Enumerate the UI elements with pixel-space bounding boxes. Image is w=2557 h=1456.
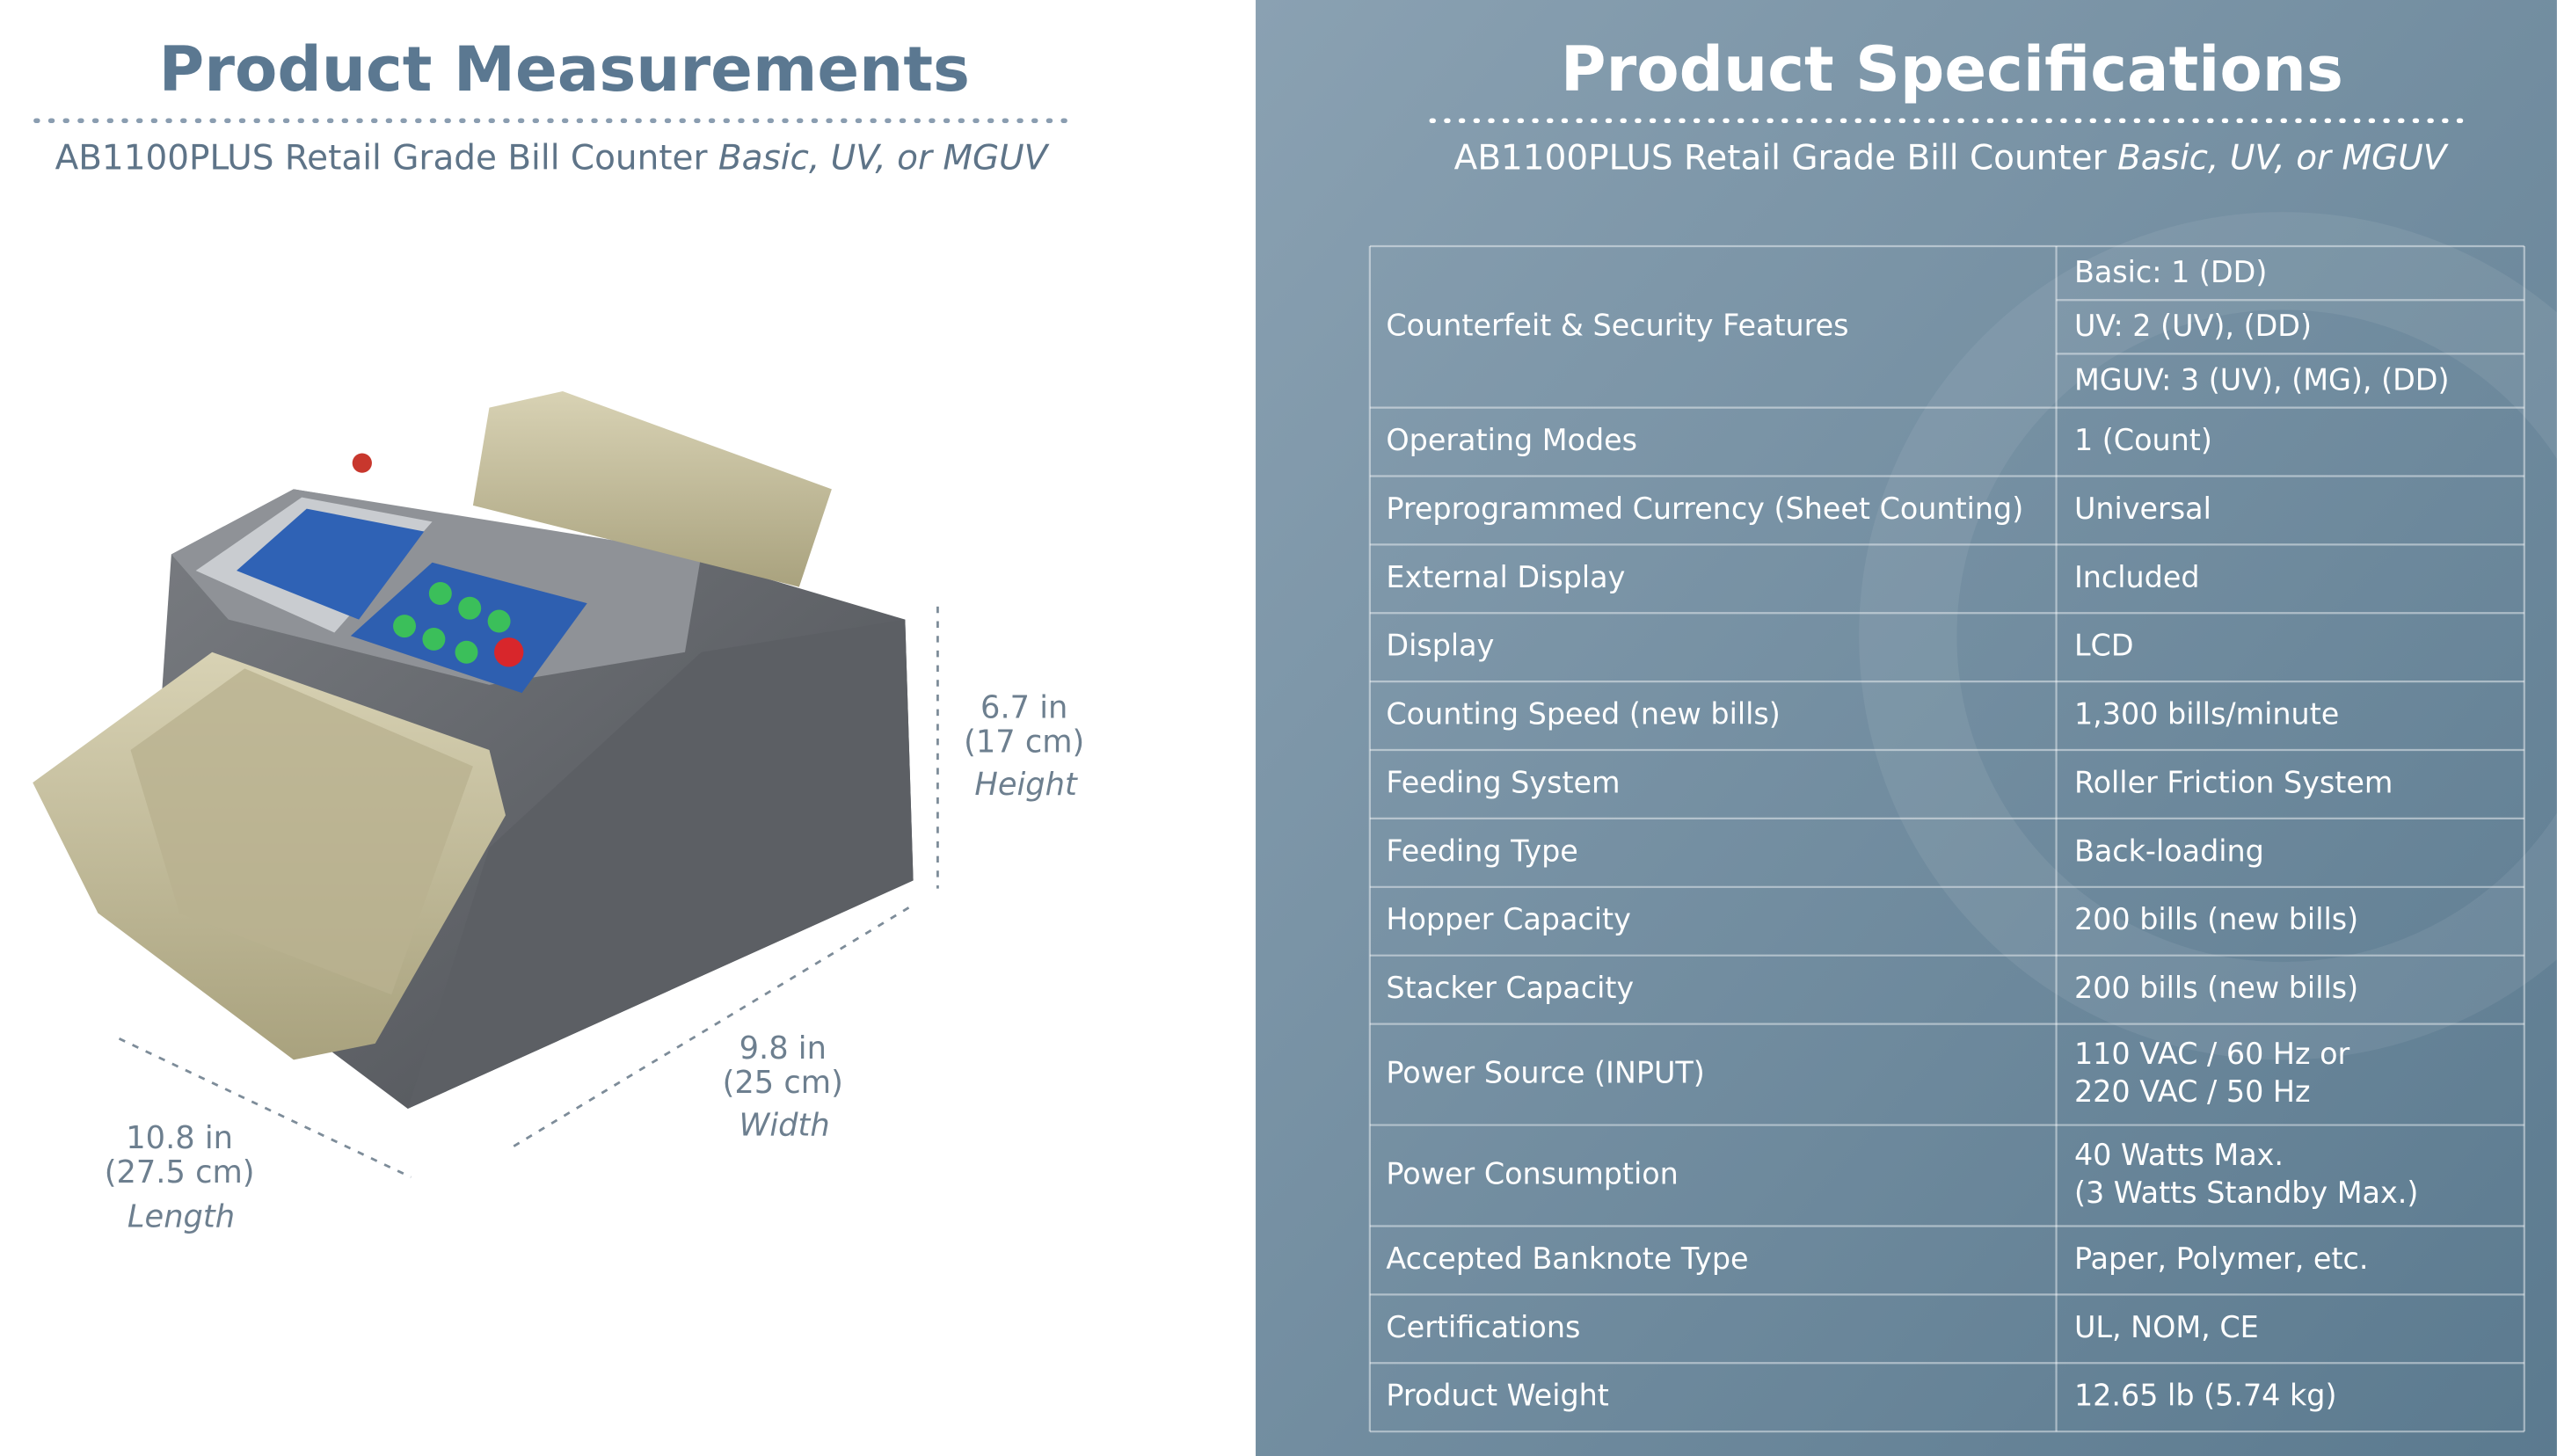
subtitle: AB1100PLUS Retail Grade Bill Counter Bas… xyxy=(55,138,1050,178)
spec-table: Counterfeit & Security Features Basic: 1 … xyxy=(1368,244,2525,1433)
row-value: 1 (Count) xyxy=(2074,423,2212,457)
length-inches: 10.8 in xyxy=(126,1120,233,1156)
title: Product Specifications xyxy=(1561,33,2343,106)
subtitle: AB1100PLUS Retail Grade Bill Counter Bas… xyxy=(1454,138,2449,178)
row-label: Feeding System xyxy=(1386,765,1620,799)
row-value: UL, NOM, CE xyxy=(2074,1310,2259,1344)
width-line xyxy=(513,904,914,1147)
row-value: 40 Watts Max. xyxy=(2074,1138,2284,1172)
row-label: Accepted Banknote Type xyxy=(1386,1241,1748,1276)
subtitle-italic: Basic, UV, or MGUV xyxy=(718,138,1050,178)
subtitle-text: AB1100PLUS Retail Grade Bill Counter xyxy=(55,138,709,178)
watermark xyxy=(1859,212,2557,1060)
row-value: Paper, Polymer, etc. xyxy=(2074,1241,2369,1276)
right-panel xyxy=(1256,0,2557,1456)
row-label: Preprogrammed Currency (Sheet Counting) xyxy=(1386,491,2023,526)
width-label: Width xyxy=(739,1107,830,1143)
row-label: Display xyxy=(1386,629,1494,663)
height-cm: (17 cm) xyxy=(964,724,1084,761)
row-value: 200 bills (new bills) xyxy=(2074,971,2358,1005)
row-value: Included xyxy=(2074,560,2200,594)
title: Product Measurements xyxy=(159,33,970,106)
row-value: 220 VAC / 50 Hz xyxy=(2074,1074,2311,1109)
row-value: UV: 2 (UV), (DD) xyxy=(2074,309,2312,343)
height-inches: 6.7 in xyxy=(980,690,1067,726)
row-value: 12.65 lb (5.74 kg) xyxy=(2074,1379,2337,1413)
row-label: Power Consumption xyxy=(1386,1157,1678,1191)
row-value: MGUV: 3 (UV), (MG), (DD) xyxy=(2074,362,2450,397)
row-label: Certifications xyxy=(1386,1310,1580,1344)
row-value: LCD xyxy=(2074,629,2134,663)
row-label: External Display xyxy=(1386,560,1625,594)
row-label: Product Weight xyxy=(1386,1379,1609,1413)
length-label: Length xyxy=(127,1198,235,1234)
dimension-labels: 6.7 in (17 cm) Height 9.8 in (25 cm) Wid… xyxy=(105,690,1085,1235)
row-label: Operating Modes xyxy=(1386,423,1637,457)
width-inches: 9.8 in xyxy=(739,1030,827,1067)
subtitle-italic: Basic, UV, or MGUV xyxy=(2117,138,2449,178)
length-cm: (27.5 cm) xyxy=(105,1154,255,1190)
width-cm: (25 cm) xyxy=(723,1065,843,1101)
row-value: 200 bills (new bills) xyxy=(2074,902,2358,936)
row-label: Stacker Capacity xyxy=(1386,971,1634,1005)
height-label: Height xyxy=(974,767,1078,803)
row-label: Counterfeit & Security Features xyxy=(1386,308,1848,342)
row-label: Counting Speed (new bills) xyxy=(1386,697,1780,732)
row-label: Power Source (INPUT) xyxy=(1386,1056,1704,1090)
row-value: (3 Watts Standby Max.) xyxy=(2074,1176,2418,1210)
row-value: 1,300 bills/minute xyxy=(2074,697,2339,732)
row-value: 110 VAC / 60 Hz or xyxy=(2074,1037,2350,1071)
product-image xyxy=(33,391,914,1110)
subtitle-text: AB1100PLUS Retail Grade Bill Counter xyxy=(1454,138,2108,178)
row-value: Universal xyxy=(2074,491,2211,526)
row-label: Hopper Capacity xyxy=(1386,902,1630,936)
row-label: Feeding Type xyxy=(1386,834,1577,868)
row-value: Basic: 1 (DD) xyxy=(2074,255,2267,289)
row-value: Back-loading xyxy=(2074,834,2264,868)
length-line xyxy=(118,1037,412,1179)
row-value: Roller Friction System xyxy=(2074,765,2393,799)
